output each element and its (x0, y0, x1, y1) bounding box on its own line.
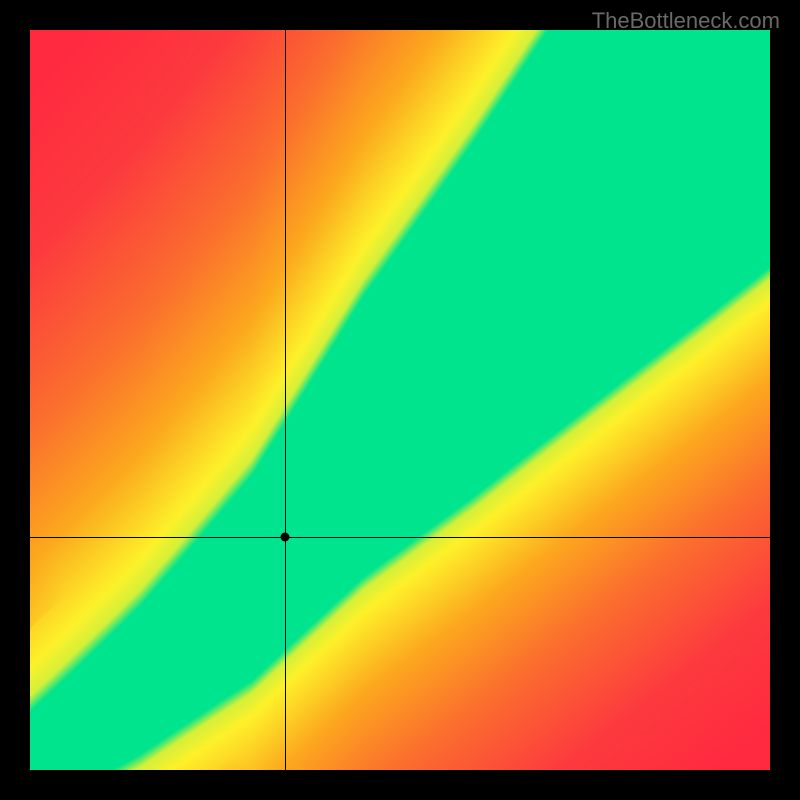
plot-area (30, 30, 770, 770)
crosshair-horizontal (30, 537, 770, 538)
selection-marker (281, 532, 290, 541)
crosshair-vertical (285, 30, 286, 770)
bottleneck-heatmap (30, 30, 770, 770)
watermark-text: TheBottleneck.com (592, 8, 780, 34)
